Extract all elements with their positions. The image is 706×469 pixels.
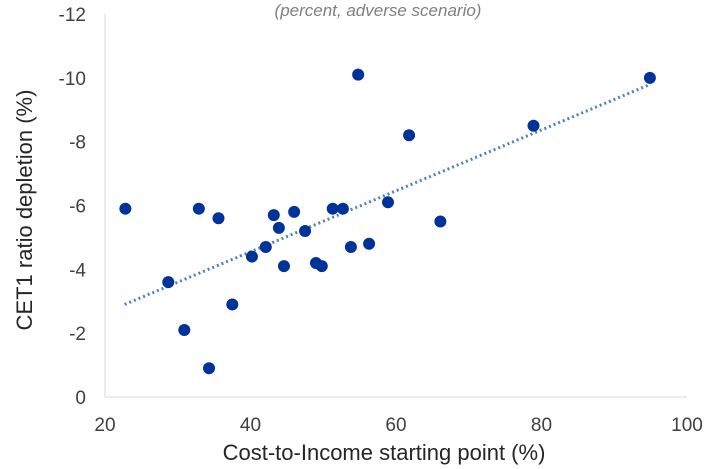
data-point [203,362,216,375]
data-point [267,209,280,222]
data-point [212,212,225,225]
data-point [381,196,394,209]
data-point [643,71,656,84]
x-axis-label: Cost-to-Income starting point (%) [223,440,546,465]
data-point [245,250,258,263]
x-tick-label: 60 [385,415,406,436]
x-tick-label: 80 [531,415,552,436]
data-points [119,68,656,375]
data-point [259,240,272,253]
y-tick-labels: 0 -2 -4 -6 -8 -10 -12 [59,5,87,409]
y-tick-label: -6 [69,197,86,218]
chart-subtitle: (percent, adverse scenario) [275,1,482,20]
data-point [178,323,191,336]
x-tick-label: 100 [671,415,703,436]
data-point [336,202,349,215]
data-point [119,202,132,215]
x-tick-label: 40 [240,415,261,436]
trendline [124,82,652,306]
data-point [226,298,239,311]
data-point [192,202,205,215]
data-point [352,68,365,81]
y-tick-label: -8 [69,133,86,154]
y-tick-label: 0 [75,388,86,409]
y-axis-label: CET1 ratio depletion (%) [12,90,37,331]
data-point [299,225,312,238]
data-point [315,260,328,273]
data-point [162,276,175,289]
x-tick-labels: 20 40 60 80 100 [94,415,702,436]
data-point [527,119,540,132]
data-point [434,215,447,228]
data-point [277,260,290,273]
y-tick-label: -12 [59,5,86,26]
data-point [272,221,285,234]
y-tick-label: -4 [69,260,86,281]
data-point [326,202,339,215]
y-tick-label: -2 [69,324,86,345]
y-tick-label: -10 [59,69,86,90]
x-tick-label: 20 [94,415,115,436]
data-point [403,129,416,142]
data-point [288,205,301,218]
data-point [344,240,357,253]
data-point [363,237,376,250]
